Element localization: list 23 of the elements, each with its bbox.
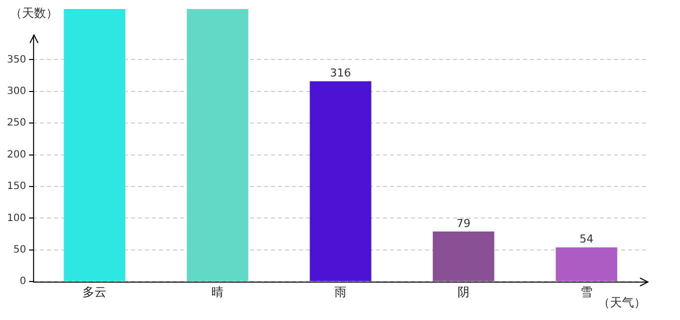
data-label: 316 xyxy=(330,66,352,80)
y-tick-label: 250 xyxy=(6,118,26,129)
data-label: 79 xyxy=(456,216,471,230)
x-tick-label: 雪 xyxy=(580,284,593,299)
bar xyxy=(556,247,618,282)
y-axis-title: （天数） xyxy=(10,6,58,20)
y-tick-label: 50 xyxy=(13,244,26,256)
y-tick-label: 300 xyxy=(6,86,26,98)
x-tick-label: 晴 xyxy=(212,284,224,299)
y-tick-label: 0 xyxy=(20,276,26,288)
x-axis-title: （天气） xyxy=(598,296,646,310)
y-tick-label: 200 xyxy=(6,149,26,160)
y-tick-label: 350 xyxy=(6,54,26,66)
bar xyxy=(432,232,494,282)
x-tick-label: 阴 xyxy=(458,284,470,299)
bar xyxy=(310,81,372,282)
y-tick-label: 100 xyxy=(6,212,26,224)
bar xyxy=(64,9,126,282)
data-label: 54 xyxy=(580,232,594,246)
y-tick-label: 150 xyxy=(6,181,26,192)
x-tick-label: 雨 xyxy=(334,284,347,299)
x-tick-label: 多云 xyxy=(82,284,107,299)
bar xyxy=(186,9,248,282)
